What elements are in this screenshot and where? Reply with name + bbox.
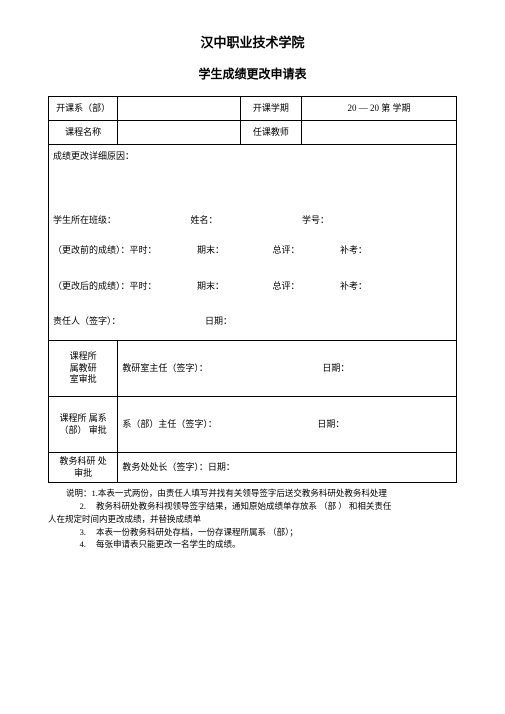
note4-text: 每张申请表只能更改一名学生的成绩。 <box>96 538 241 551</box>
responsible-cell: 责任人（签字）： 日期： <box>49 305 457 341</box>
approval1-date: 日期： <box>322 363 349 373</box>
approval3-cell: 教务处处长（签字）：日期： <box>118 453 457 483</box>
class-label: 学生所在班级： <box>53 215 116 225</box>
id-label: 学号： <box>302 215 329 225</box>
header-row-2: 课程名称 任课教师 <box>49 121 457 145</box>
note3-text: 本表一份教务科研处存档，一份存课程所属系 （部）； <box>96 526 298 539</box>
note2-text: 教务科研处教务科视领导签字结果，通知原始成绩单存放系 （部 ） 和相关责任 <box>96 500 391 513</box>
before-prefix: （更改前的成绩）：平时： <box>53 245 157 255</box>
reason-label: 成绩更改详细原因： <box>49 145 457 181</box>
before-cell: （更改前的成绩）：平时： 期末： 总评： 补考： <box>49 233 457 269</box>
name-label: 姓名： <box>191 215 218 225</box>
approval1-sign: 教研室主任（签字）： <box>122 363 208 373</box>
approval1-cell: 教研室主任（签字）： 日期： <box>118 341 457 397</box>
dept-label: 开课系（部） <box>49 97 118 121</box>
student-info-cell: 学生所在班级： 姓名： 学号： <box>49 181 457 233</box>
note-2b: 人在规定时间内更改成绩，并替换成绩单 <box>48 513 457 526</box>
after-makeup: 补考： <box>340 281 367 291</box>
responsible-row: 责任人（签字）： 日期： <box>49 305 457 341</box>
note-2: 2.教务科研处教务科视领导签字结果，通知原始成绩单存放系 （部 ） 和相关责任 <box>48 500 457 513</box>
approval1-label: 课程所 属教研 室审批 <box>49 341 118 397</box>
semester-value: 20 — 20 第 学期 <box>301 97 456 121</box>
semester-label: 开课学期 <box>240 97 301 121</box>
note-4: 4.每张申请表只能更改一名学生的成绩。 <box>48 538 457 551</box>
header-row-1: 开课系（部） 开课学期 20 — 20 第 学期 <box>49 97 457 121</box>
form-page: 汉中职业技术学院 学生成绩更改申请表 开课系（部） 开课学期 20 — 20 第… <box>0 0 505 571</box>
application-table: 开课系（部） 开课学期 20 — 20 第 学期 课程名称 任课教师 成绩更改详… <box>48 96 457 483</box>
form-title: 学生成绩更改申请表 <box>48 65 457 82</box>
approval3-row: 教务科研 处 审批 教务处处长（签字）：日期： <box>49 453 457 483</box>
note1-prefix: 说明：1. <box>48 487 98 500</box>
note4-num: 4. <box>48 538 96 551</box>
approval3-label: 教务科研 处 审批 <box>49 453 118 483</box>
after-row: （更改后的成绩）：平时： 期末： 总评： 补考： <box>49 269 457 305</box>
approval2-date: 日期： <box>317 419 344 429</box>
note-1: 说明：1.本表一式两份，由责任人填写并找有关领导签字后送交教务科研处教务科处理 <box>48 487 457 500</box>
student-row: 学生所在班级： 姓名： 学号： <box>49 181 457 233</box>
approval2-sign: 系（部）主任（签字）： <box>122 419 217 429</box>
note1-text: 本表一式两份，由责任人填写并找有关领导签字后送交教务科研处教务科处理 <box>98 488 387 498</box>
after-total: 总评： <box>273 281 300 291</box>
note2-num: 2. <box>48 500 96 513</box>
notes-block: 说明：1.本表一式两份，由责任人填写并找有关领导签字后送交教务科研处教务科处理 … <box>48 487 457 551</box>
after-prefix: （更改后的成绩）：平时： <box>53 281 157 291</box>
teacher-label: 任课教师 <box>240 121 301 145</box>
reason-row: 成绩更改详细原因： <box>49 145 457 181</box>
dept-value <box>118 97 240 121</box>
note3-num: 3. <box>48 526 96 539</box>
before-makeup: 补考： <box>340 245 367 255</box>
after-cell: （更改后的成绩）：平时： 期末： 总评： 补考： <box>49 269 457 305</box>
approval2-cell: 系（部）主任（签字）： 日期： <box>118 397 457 453</box>
resp-date: 日期： <box>205 316 232 326</box>
before-mid: 期末： <box>197 245 224 255</box>
note-3: 3.本表一份教务科研处存档，一份存课程所属系 （部）； <box>48 526 457 539</box>
course-label: 课程名称 <box>49 121 118 145</box>
before-total: 总评： <box>273 245 300 255</box>
approval2-row: 课程所 属系 （部） 审批 系（部）主任（签字）： 日期： <box>49 397 457 453</box>
course-value <box>118 121 240 145</box>
after-mid: 期末： <box>197 281 224 291</box>
approval3-sign: 教务处处长（签字）：日期： <box>122 462 235 472</box>
approval2-label: 课程所 属系 （部） 审批 <box>49 397 118 453</box>
teacher-value <box>301 121 456 145</box>
resp-sign: 责任人（签字）： <box>53 316 121 326</box>
before-row: （更改前的成绩）：平时： 期末： 总评： 补考： <box>49 233 457 269</box>
approval1-row: 课程所 属教研 室审批 教研室主任（签字）： 日期： <box>49 341 457 397</box>
institution-title: 汉中职业技术学院 <box>48 32 457 51</box>
